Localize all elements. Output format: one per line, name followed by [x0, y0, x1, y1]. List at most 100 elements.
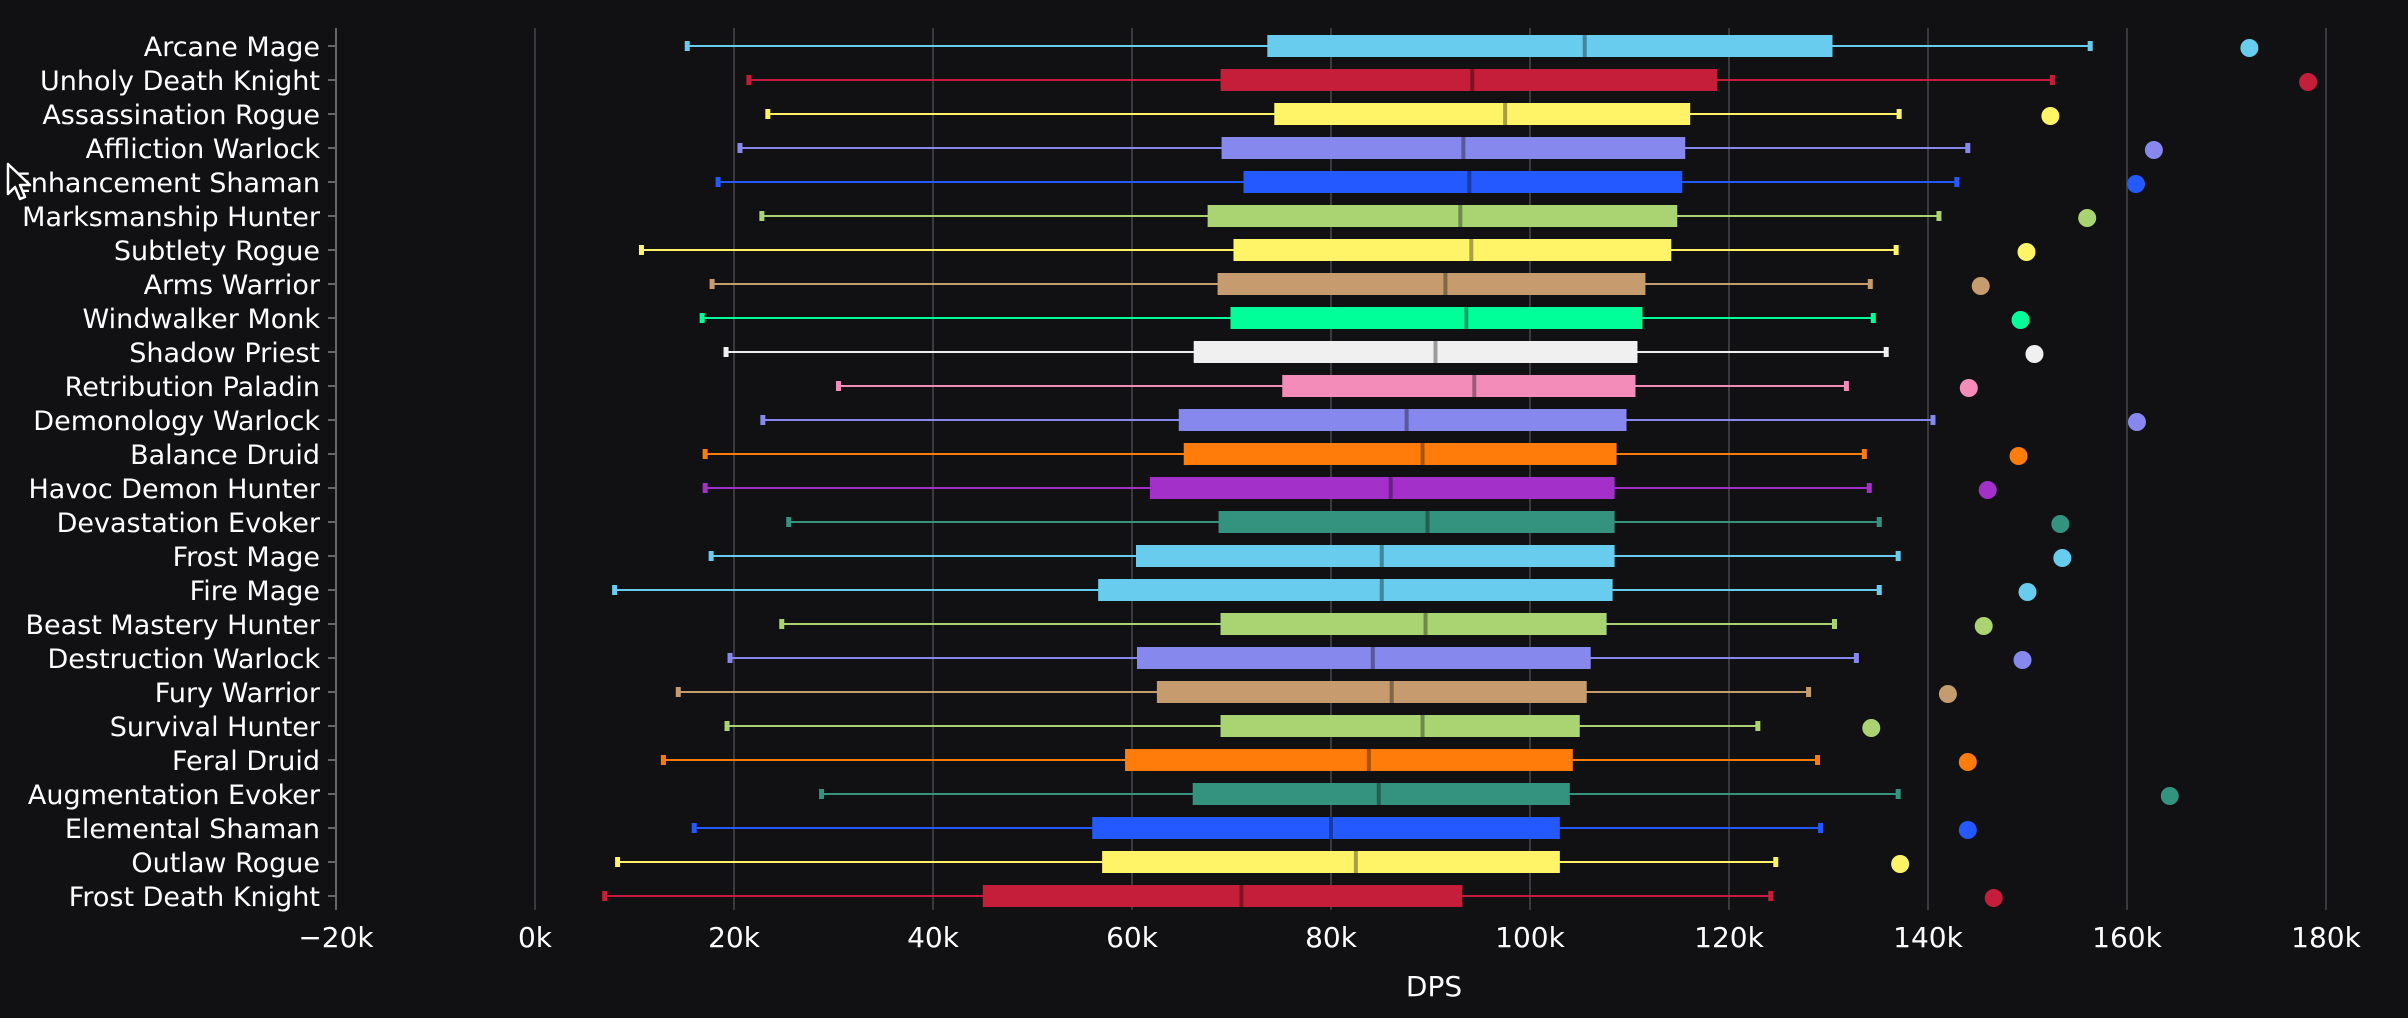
- whisker-max-cap: [1876, 585, 1882, 595]
- box-iqr: [1267, 35, 1833, 57]
- box-group: [702, 477, 1997, 499]
- whisker-min-cap: [660, 755, 666, 765]
- x-tick-label: 40k: [907, 921, 960, 954]
- x-axis-tick-labels: −20k 0k 20k 40k 60k 80k 100k 120k 140k 160k 180k: [298, 921, 2361, 954]
- box-group: [746, 69, 2318, 91]
- box-group: [702, 443, 2028, 465]
- box-iqr: [1192, 783, 1570, 805]
- outlier-point: [1862, 719, 1881, 737]
- box-group: [602, 885, 2003, 907]
- whisker-min-cap: [760, 415, 766, 425]
- whisker-max-cap: [1755, 721, 1761, 731]
- outlier-point: [1891, 855, 1910, 873]
- x-tick-label: 160k: [2092, 921, 2162, 954]
- whisker-max-cap: [1768, 891, 1774, 901]
- box-iqr: [1092, 817, 1560, 839]
- outlier-point: [2078, 209, 2097, 227]
- whisker-min-cap: [835, 381, 841, 391]
- box-iqr: [1230, 307, 1643, 329]
- category-label: Enhancement Shaman: [14, 168, 320, 199]
- whisker-min-cap: [615, 857, 621, 867]
- whisker-min-cap: [715, 177, 721, 187]
- box-iqr: [1149, 477, 1615, 499]
- category-label: Arcane Mage: [144, 32, 320, 63]
- whisker-max-cap: [1843, 381, 1849, 391]
- x-tick-label: 0k: [518, 921, 553, 954]
- x-tick-label: 80k: [1305, 921, 1358, 954]
- whisker-max-cap: [1896, 109, 1902, 119]
- category-label: Assassination Rogue: [42, 100, 320, 131]
- box-group: [660, 749, 1977, 771]
- whisker-min-cap: [691, 823, 697, 833]
- whisker-min-cap: [786, 517, 792, 527]
- x-tick-label: 20k: [708, 921, 761, 954]
- box-group: [765, 103, 2060, 125]
- whisker-max-cap: [1883, 347, 1889, 357]
- outlier-point: [2127, 413, 2146, 431]
- y-axis-ticks: [328, 45, 336, 897]
- box-series: [602, 35, 2318, 907]
- category-label: Unholy Death Knight: [40, 66, 320, 97]
- box-group: [691, 817, 1977, 839]
- category-label: Destruction Warlock: [47, 644, 320, 675]
- whisker-max-cap: [1930, 415, 1936, 425]
- category-label: Devastation Evoker: [57, 508, 321, 539]
- whisker-max-cap: [1954, 177, 1960, 187]
- box-iqr: [982, 885, 1463, 907]
- box-group: [708, 545, 2072, 567]
- category-label: Havoc Demon Hunter: [28, 474, 320, 505]
- whisker-max-cap: [1895, 551, 1901, 561]
- category-label: Marksmanship Hunter: [22, 202, 321, 233]
- whisker-max-cap: [1815, 755, 1821, 765]
- box-group: [612, 579, 2037, 601]
- x-tick-label: 140k: [1893, 921, 1963, 954]
- category-label: Subtlety Rogue: [114, 236, 320, 267]
- outlier-point: [2160, 787, 2179, 805]
- whisker-max-cap: [1866, 483, 1872, 493]
- box-iqr: [1218, 511, 1615, 533]
- x-tick-label: −20k: [298, 921, 374, 954]
- outlier-point: [1974, 617, 1993, 635]
- category-label: Feral Druid: [172, 746, 320, 777]
- whisker-min-cap: [675, 687, 681, 697]
- whisker-min-cap: [684, 41, 690, 51]
- box-group: [724, 715, 1881, 737]
- box-iqr: [1274, 103, 1691, 125]
- outlier-point: [2053, 549, 2072, 567]
- box-iqr: [1136, 647, 1591, 669]
- box-iqr: [1156, 681, 1587, 703]
- whisker-min-cap: [779, 619, 785, 629]
- outlier-point: [1984, 889, 2003, 907]
- box-iqr: [1217, 273, 1646, 295]
- whisker-max-cap: [1893, 245, 1899, 255]
- box-group: [786, 511, 2070, 533]
- outlier-point: [1958, 821, 1977, 839]
- category-label: Frost Death Knight: [69, 882, 320, 913]
- box-group: [760, 409, 2146, 431]
- category-label: Arms Warrior: [144, 270, 321, 301]
- whisker-min-cap: [759, 211, 765, 221]
- x-axis-title: DPS: [1406, 970, 1462, 1003]
- box-group: [835, 375, 1978, 397]
- box-iqr: [1178, 409, 1627, 431]
- box-group: [684, 35, 2259, 57]
- category-label: Frost Mage: [173, 542, 320, 573]
- whisker-min-cap: [638, 245, 644, 255]
- whisker-min-cap: [602, 891, 608, 901]
- whisker-min-cap: [708, 551, 714, 561]
- outlier-point: [2299, 73, 2318, 91]
- box-iqr: [1135, 545, 1615, 567]
- whisker-max-cap: [1965, 143, 1971, 153]
- outlier-point: [2041, 107, 2060, 125]
- category-label: Outlaw Rogue: [131, 848, 320, 879]
- box-iqr: [1098, 579, 1613, 601]
- box-iqr: [1125, 749, 1573, 771]
- outlier-point: [2013, 651, 2032, 669]
- whisker-min-cap: [724, 721, 730, 731]
- whisker-min-cap: [819, 789, 825, 799]
- whisker-max-cap: [1853, 653, 1859, 663]
- box-group: [638, 239, 2036, 261]
- box-iqr: [1220, 613, 1607, 635]
- whisker-max-cap: [1895, 789, 1901, 799]
